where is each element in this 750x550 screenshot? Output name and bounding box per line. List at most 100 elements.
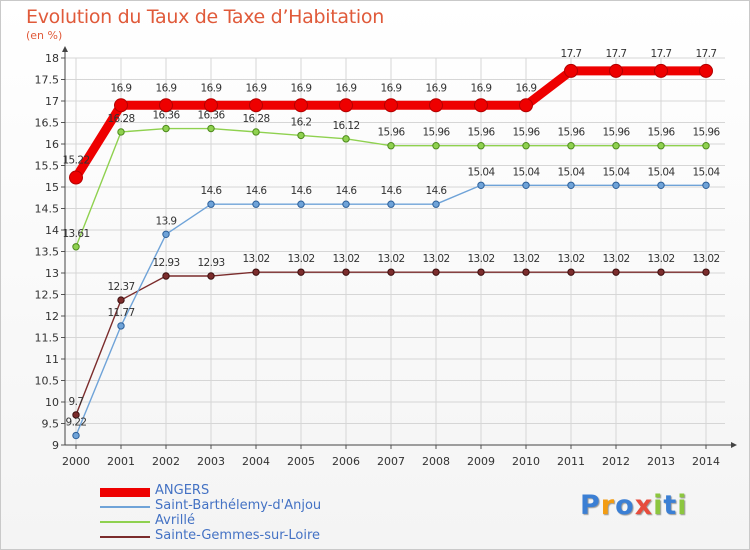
data-point [612,142,620,150]
data-label: 12.93 [197,257,224,269]
data-label: 15.96 [692,127,720,139]
data-label: 15.96 [647,127,675,139]
data-label: 15.96 [602,127,630,139]
x-tick-label: 2009 [467,455,495,468]
data-point [387,200,395,208]
data-point [297,268,305,276]
data-label: 15.04 [602,166,630,178]
y-tick-label: 10.5 [35,375,60,388]
data-point [342,200,350,208]
data-label: 15.96 [422,127,450,139]
y-tick-label: 13 [45,267,59,280]
data-point [69,170,83,185]
data-point [432,200,440,208]
y-tick-label: 16.5 [35,117,60,130]
data-point [117,128,125,136]
data-label: 14.6 [426,185,448,197]
data-label: 13.61 [62,228,89,240]
logo-letter: o [615,490,635,521]
data-point [477,181,485,189]
x-tick-label: 2008 [422,455,450,468]
y-tick-label: 11 [45,353,59,366]
data-label: 16.36 [152,110,180,122]
data-point [159,98,173,113]
data-point [252,268,260,276]
data-label: 14.6 [336,185,358,197]
data-label: 11.77 [107,307,134,319]
data-label: 15.96 [467,127,495,139]
data-label: 13.9 [156,215,177,227]
y-tick-label: 12 [45,310,59,323]
data-label: 13.02 [422,253,449,265]
data-point [162,272,170,280]
data-label: 17.7 [561,48,582,60]
data-point [114,98,128,113]
series-layer [69,63,713,440]
data-label: 13.02 [242,253,269,265]
data-label: 15.04 [557,166,585,178]
logo-letter: t [663,490,678,521]
data-label: 14.6 [246,185,268,197]
legend-label: ANGERS [155,483,210,498]
data-point [699,63,713,78]
legend-swatch [100,506,150,508]
data-point [522,142,530,150]
data-point [72,243,80,251]
chart-subtitle: (en %) [26,29,63,42]
data-label: 13.02 [647,253,674,265]
y-tick-label: 17.5 [35,74,60,87]
y-tick-label: 10 [45,396,59,409]
y-tick-label: 15.5 [35,160,60,173]
data-label: 13.02 [692,253,719,265]
x-axis-arrow [731,442,737,448]
data-point [657,142,665,150]
data-point [609,63,623,78]
data-label: 15.04 [512,166,540,178]
data-point [117,296,125,304]
data-label: 16.9 [201,82,222,94]
data-point [477,268,485,276]
x-tick-label: 2011 [557,455,585,468]
data-label: 16.9 [471,82,492,94]
data-label: 16.9 [381,82,402,94]
data-point [657,268,665,276]
data-label: 15.96 [377,127,405,139]
data-label: 16.28 [242,113,269,125]
axis-layer: 9 9.5 10 10.5 11 11.5 12 12.5 13 13.5 14 14.5 15 15.5… [35,46,737,468]
data-point [339,98,353,113]
legend-swatch [100,521,150,523]
data-point [162,230,170,239]
x-tick-label: 2003 [197,455,225,468]
data-point [207,272,215,280]
x-tick-label: 2002 [152,455,180,468]
y-tick-label: 12.5 [35,289,60,302]
data-label: 16.9 [336,82,357,94]
data-point [342,135,350,143]
y-tick-label: 14 [45,224,59,237]
legend-label: Avrillé [155,513,196,528]
logo-letter: i [653,490,664,521]
data-label: 15.04 [692,166,720,178]
logo-letter: P [580,490,601,521]
x-tick-label: 2012 [602,455,630,468]
data-point [72,431,80,440]
data-label: 16.9 [426,82,447,94]
legend-label: Saint-Barthélemy-d'Anjou [155,498,322,513]
y-axis-arrow [62,46,68,52]
data-point [567,181,575,189]
data-point [387,142,395,150]
data-label: 16.2 [291,116,312,128]
data-label: 16.9 [516,82,537,94]
data-point [207,124,215,133]
data-point [567,142,575,150]
data-label: 13.02 [512,253,539,265]
data-point [294,98,308,113]
data-label: 9.22 [66,417,87,429]
data-label: 17.7 [606,48,627,60]
x-tick-label: 2001 [107,455,135,468]
data-point [612,181,620,189]
x-tick-label: 2013 [647,455,675,468]
x-tick-label: 2014 [692,455,720,468]
y-tick-label: 17 [45,95,59,108]
line-chart: 9 9.5 10 10.5 11 11.5 12 12.5 13 13.5 14 14.5 15 15.5… [35,46,737,468]
